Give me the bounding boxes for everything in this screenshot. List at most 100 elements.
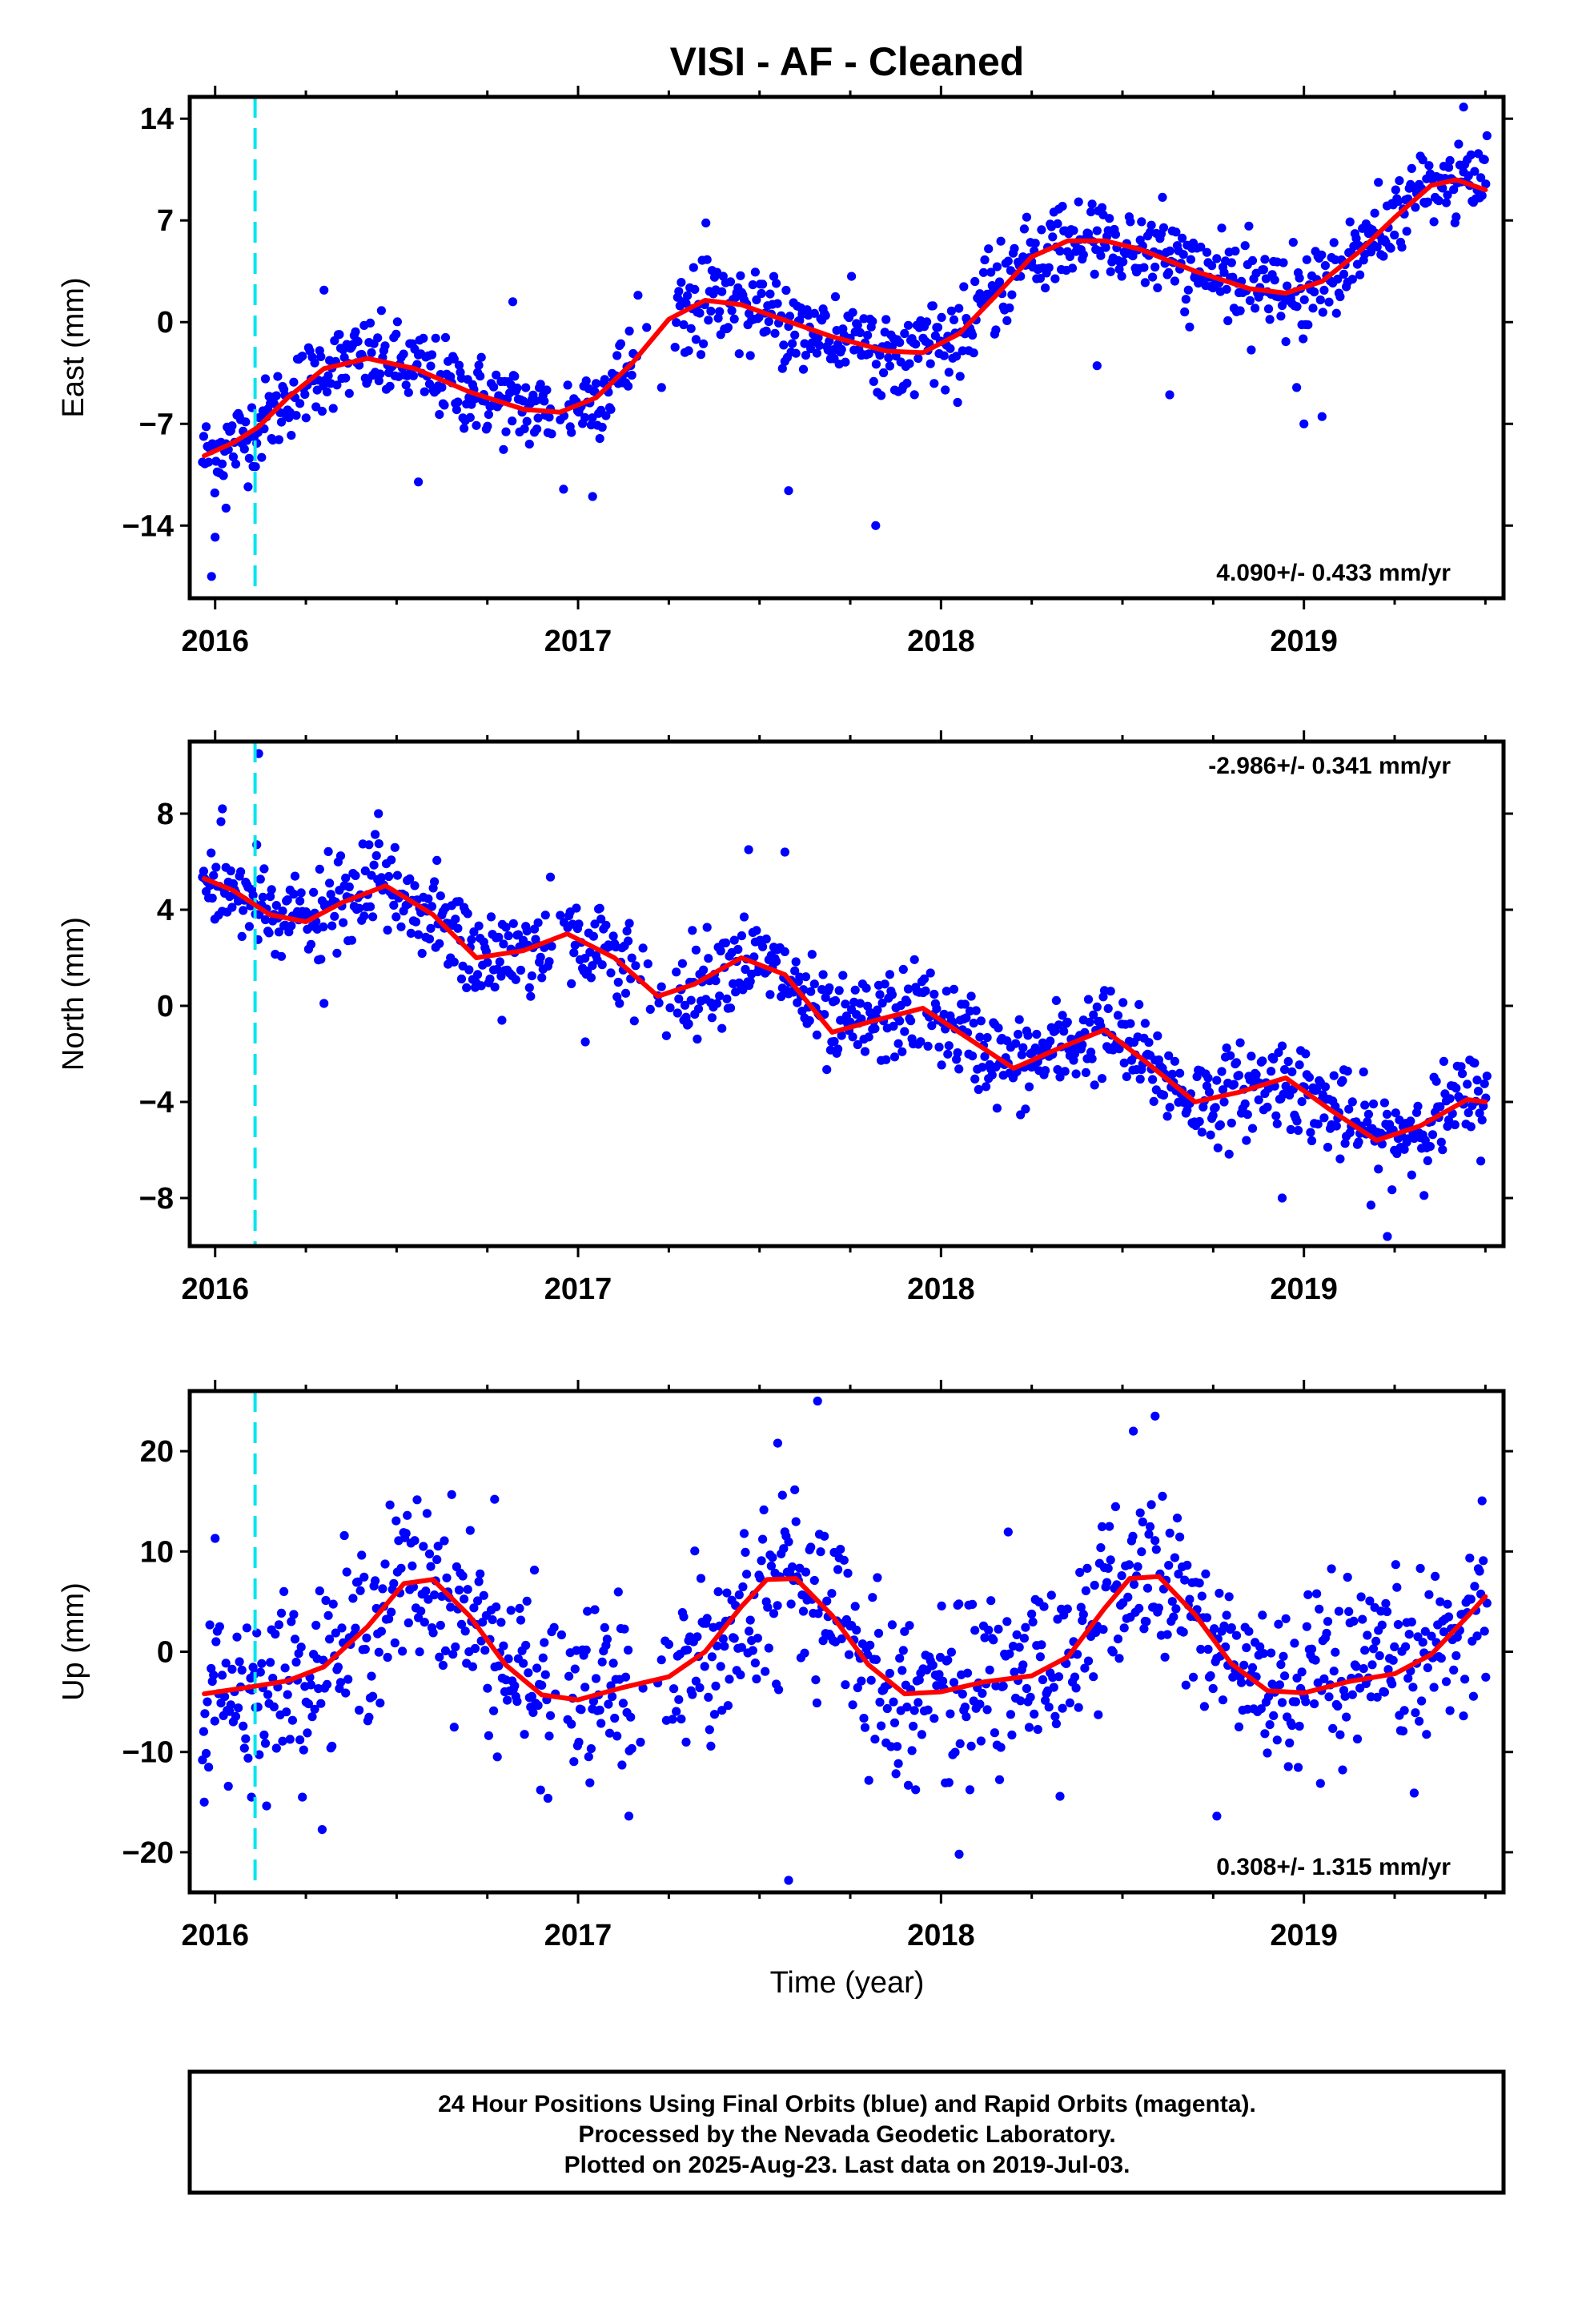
- data-point: [424, 1594, 433, 1604]
- data-point: [1010, 243, 1019, 253]
- data-point: [221, 1659, 231, 1668]
- data-point: [1280, 1065, 1290, 1075]
- data-point: [900, 1626, 909, 1636]
- data-point: [436, 1620, 445, 1630]
- data-point: [510, 1681, 520, 1691]
- data-point: [1459, 1711, 1468, 1721]
- data-point: [1327, 1564, 1336, 1574]
- data-point: [503, 1695, 512, 1705]
- data-point: [484, 409, 494, 420]
- data-point: [1211, 1103, 1220, 1112]
- data-point: [1381, 1598, 1391, 1608]
- data-point: [1463, 1080, 1472, 1089]
- data-point: [479, 1590, 488, 1600]
- data-point: [1259, 265, 1268, 275]
- data-point: [683, 1645, 693, 1655]
- data-point: [887, 1620, 897, 1630]
- data-point: [1295, 1721, 1304, 1731]
- data-point: [1476, 1156, 1486, 1166]
- data-point: [289, 1610, 299, 1619]
- data-point: [204, 457, 214, 467]
- data-point: [994, 277, 1005, 287]
- data-point: [1477, 1496, 1487, 1506]
- y-tick-label: −4: [139, 1086, 174, 1120]
- data-point: [323, 846, 333, 856]
- data-point: [364, 1712, 374, 1722]
- data-point: [492, 370, 501, 380]
- data-point: [781, 285, 791, 296]
- data-point: [713, 1587, 723, 1597]
- data-point: [875, 1697, 885, 1707]
- data-point: [328, 1599, 338, 1609]
- data-point: [426, 361, 436, 371]
- data-point: [1018, 1043, 1028, 1052]
- data-point: [1466, 1594, 1476, 1604]
- data-point: [902, 997, 912, 1007]
- data-point: [298, 352, 307, 361]
- data-point: [339, 1530, 349, 1541]
- data-point: [970, 276, 980, 287]
- data-point: [218, 804, 227, 814]
- data-point: [1445, 1094, 1455, 1104]
- data-point: [453, 923, 463, 933]
- data-point: [690, 284, 700, 294]
- data-point: [909, 1706, 919, 1715]
- data-point: [1239, 1660, 1249, 1670]
- data-point: [656, 383, 666, 392]
- data-point: [203, 1697, 212, 1707]
- data-point: [1404, 1630, 1414, 1639]
- x-tick-label: 2017: [544, 1273, 612, 1306]
- data-point: [1367, 1660, 1377, 1670]
- data-point: [574, 1737, 584, 1747]
- data-point: [970, 1626, 980, 1635]
- data-point: [1158, 223, 1169, 232]
- data-point: [1037, 225, 1046, 235]
- data-point: [436, 891, 445, 901]
- data-point: [838, 971, 848, 980]
- data-point: [1401, 1642, 1411, 1651]
- data-point: [1180, 1575, 1190, 1585]
- data-point: [1046, 1036, 1055, 1046]
- data-point: [877, 1721, 886, 1731]
- data-point: [1140, 278, 1150, 287]
- data-point: [389, 1578, 399, 1588]
- data-point: [903, 984, 913, 994]
- data-point: [1465, 1554, 1475, 1563]
- data-point: [242, 1623, 251, 1633]
- data-point: [1170, 1056, 1179, 1066]
- data-point: [1482, 131, 1492, 141]
- data-point: [1299, 419, 1309, 428]
- data-point: [1436, 1654, 1446, 1663]
- data-point: [227, 903, 237, 912]
- data-point: [424, 894, 433, 903]
- data-point: [1304, 1072, 1314, 1082]
- data-point: [978, 1688, 987, 1699]
- data-point: [1379, 1687, 1389, 1697]
- data-point: [1242, 1136, 1251, 1145]
- data-point: [917, 1730, 926, 1739]
- data-point: [865, 1640, 875, 1650]
- data-point: [1399, 1706, 1409, 1715]
- data-point: [1162, 1630, 1172, 1639]
- data-point: [396, 922, 406, 931]
- data-point: [328, 404, 338, 413]
- data-point: [374, 839, 383, 849]
- data-point: [1313, 1120, 1323, 1129]
- data-point: [1398, 1727, 1408, 1736]
- data-point: [1005, 303, 1014, 313]
- data-point: [1218, 1085, 1228, 1095]
- data-point: [325, 879, 335, 888]
- data-point: [654, 998, 664, 1007]
- data-point: [1138, 1517, 1147, 1527]
- data-point: [1319, 285, 1329, 295]
- data-point: [374, 1647, 383, 1657]
- data-point: [219, 471, 228, 480]
- data-point: [608, 931, 618, 941]
- data-point: [753, 1634, 763, 1643]
- data-point: [454, 1585, 464, 1595]
- data-point: [1452, 1084, 1461, 1093]
- data-point: [893, 1742, 902, 1751]
- data-point: [597, 422, 607, 432]
- data-point: [706, 1741, 716, 1751]
- data-point: [1041, 1066, 1050, 1076]
